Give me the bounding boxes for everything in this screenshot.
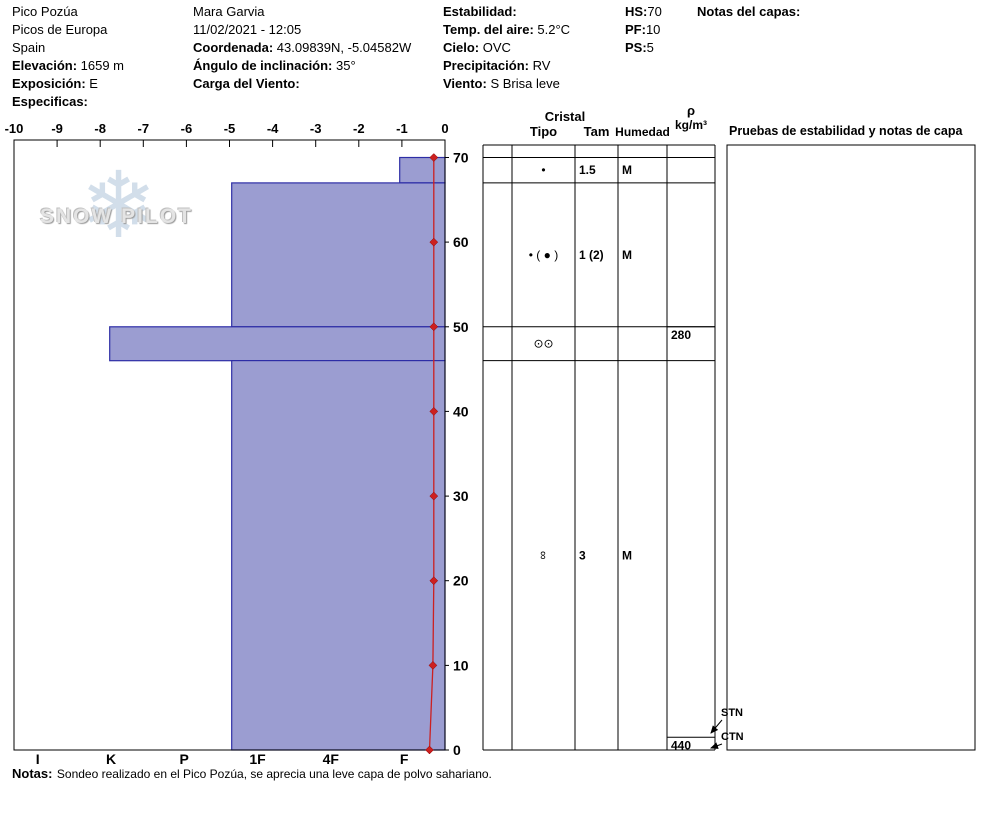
hardness-category-label: 1F (249, 751, 266, 767)
layer-bar (399, 156, 446, 184)
crystal-group-header: Cristal (544, 109, 586, 124)
hardness-category-label: K (106, 751, 116, 767)
hardness-tick-label: -8 (94, 121, 106, 136)
depth-tick-label: 20 (453, 573, 469, 589)
hardness-category-label: F (400, 751, 409, 767)
depth-tick-label: 0 (453, 742, 461, 758)
header-line: Mara Garvia (193, 4, 265, 19)
layer-bar (231, 182, 446, 328)
header-line: Carga del Viento: (193, 76, 300, 91)
header-line: Coordenada: 43.09839N, -5.04582W (193, 40, 412, 55)
header-line: Especificas: (12, 94, 88, 109)
stn-arrow (710, 719, 723, 734)
hardness-tick-label: -1 (396, 121, 408, 136)
density-value: 440 (671, 738, 691, 752)
density-symbol: ρ (686, 103, 696, 118)
col-header-tam: Tam (583, 124, 610, 139)
hardness-category-label: P (180, 751, 189, 767)
hardness-tick-label: -10 (5, 121, 24, 136)
col-header-tipo: Tipo (529, 124, 558, 139)
header-line: HS:70 (625, 4, 662, 19)
temperature-marker (429, 322, 439, 332)
layer-bar (109, 326, 446, 362)
annotation-stn: STN (721, 707, 743, 719)
hardness-tick-label: -2 (353, 121, 365, 136)
header-line: Estabilidad: (443, 4, 517, 19)
header-line: Spain (12, 40, 46, 55)
moisture: M (622, 248, 632, 262)
hardness-tick-label: -3 (310, 121, 322, 136)
header-line: Cielo: OVC (443, 40, 511, 55)
grain-type-symbol: ∞ (537, 551, 551, 560)
header-line: Ángulo de inclinación: 35° (193, 58, 356, 73)
depth-tick-label: 50 (453, 319, 469, 335)
temperature-marker (429, 491, 439, 501)
depth-tick-label: 40 (453, 403, 469, 419)
temperature-marker (429, 407, 439, 416)
ctn-arrow (710, 742, 723, 749)
header-line: Notas del capas: (697, 4, 801, 19)
notes-text: Sondeo realizado en el Pico Pozúa, se ap… (56, 767, 492, 781)
grain-size: 1.5 (579, 163, 596, 177)
temperature-marker (429, 576, 439, 586)
temperature-marker (429, 153, 439, 162)
temperature-marker (425, 745, 434, 755)
grain-type-symbol: • ( ● ) (529, 248, 558, 262)
header-line: Picos de Europa (12, 22, 108, 37)
hardness-tick-label: -9 (51, 121, 63, 136)
density-unit: kg/m³ (674, 118, 707, 132)
annotation-ctn: CTN (721, 731, 744, 743)
hardness-tick-label: -4 (267, 121, 279, 136)
hardness-category-label: I (36, 751, 40, 767)
depth-tick-label: 30 (453, 488, 469, 504)
hardness-tick-label: -7 (138, 121, 150, 136)
stability-panel-border (726, 144, 976, 751)
header-line: Precipitación: RV (443, 58, 551, 73)
depth-tick-label: 60 (453, 234, 469, 250)
temperature-marker (429, 237, 439, 247)
hardness-tick-label: -5 (224, 121, 236, 136)
grain-size: 1 (2) (579, 248, 604, 262)
density-value: 280 (671, 328, 691, 342)
temperature-marker (428, 661, 438, 670)
hardness-tick-label: 0 (441, 121, 448, 136)
hardness-category-label: 4F (323, 751, 340, 767)
header-line: PF:10 (625, 22, 661, 37)
col-header-humedad: Humedad (615, 125, 670, 139)
header-line: Viento: S Brisa leve (443, 76, 560, 91)
hardness-tick-label: -6 (181, 121, 193, 136)
grain-size: 3 (579, 548, 586, 562)
notes-label: Notas: (12, 766, 53, 781)
grain-type-symbol: ⊙⊙ (533, 337, 553, 351)
header-line: Pico Pozúa (12, 4, 78, 19)
depth-tick-label: 70 (453, 150, 469, 166)
header-line: Exposición: E (12, 76, 98, 91)
header-line: Elevación: 1659 m (12, 58, 125, 73)
moisture: M (622, 548, 632, 562)
pit-notes: Notas: Sondeo realizado en el Pico Pozúa… (12, 765, 492, 783)
layer-bar (231, 360, 446, 751)
temperature-line (428, 157, 435, 751)
grain-type-symbol: • (541, 163, 545, 177)
header-line: 11/02/2021 - 12:05 (193, 22, 302, 37)
header-line: Temp. del aire: 5.2°C (443, 22, 571, 37)
stability-panel-title: Pruebas de estabilidad y notas de capa (729, 124, 963, 138)
moisture: M (622, 163, 632, 177)
header-line: PS:5 (625, 40, 654, 55)
depth-tick-label: 10 (453, 657, 469, 673)
